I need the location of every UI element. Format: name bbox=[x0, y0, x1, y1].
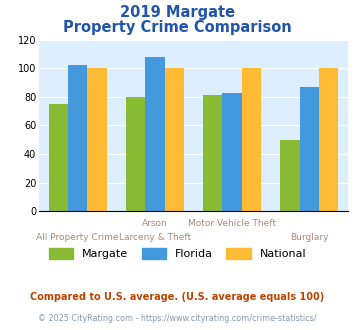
Text: 2019 Margate: 2019 Margate bbox=[120, 5, 235, 20]
Text: Compared to U.S. average. (U.S. average equals 100): Compared to U.S. average. (U.S. average … bbox=[31, 292, 324, 302]
Bar bbox=[223, 92, 242, 211]
Text: Burglary: Burglary bbox=[290, 233, 328, 242]
Text: Larceny & Theft: Larceny & Theft bbox=[119, 233, 191, 242]
Text: © 2025 CityRating.com - https://www.cityrating.com/crime-statistics/: © 2025 CityRating.com - https://www.city… bbox=[38, 314, 317, 323]
Text: All Property Crime: All Property Crime bbox=[37, 233, 119, 242]
Bar bbox=[145, 57, 164, 211]
Text: Motor Vehicle Theft: Motor Vehicle Theft bbox=[188, 219, 276, 228]
Text: Arson: Arson bbox=[142, 219, 168, 228]
Bar bbox=[68, 65, 87, 211]
Legend: Margate, Florida, National: Margate, Florida, National bbox=[44, 243, 311, 263]
Bar bbox=[319, 68, 338, 211]
Bar bbox=[49, 104, 68, 211]
Bar bbox=[203, 95, 223, 211]
Bar bbox=[126, 97, 145, 211]
Bar bbox=[300, 87, 319, 211]
Bar bbox=[87, 68, 106, 211]
Text: Property Crime Comparison: Property Crime Comparison bbox=[63, 20, 292, 35]
Bar bbox=[164, 68, 184, 211]
Bar bbox=[280, 140, 300, 211]
Bar bbox=[242, 68, 261, 211]
